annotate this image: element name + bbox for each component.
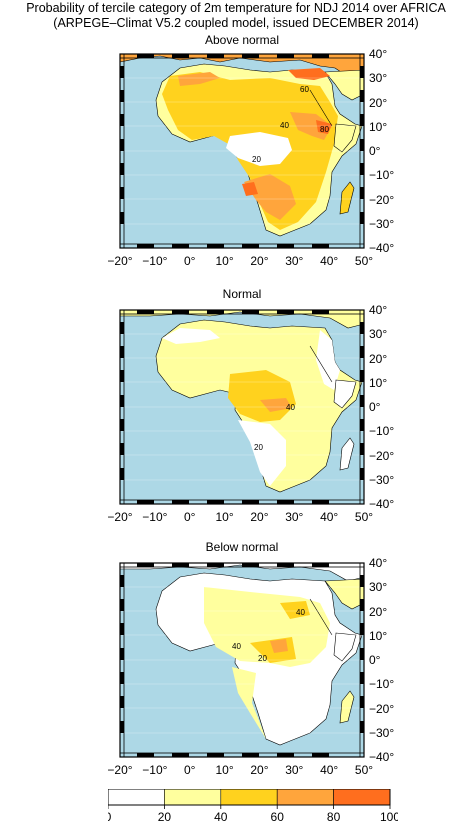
lat-tick-label: 40° — [369, 47, 388, 61]
lat-tick-label: 10° — [369, 375, 388, 390]
colorbar-tick-label: 40 — [214, 810, 228, 823]
colorbar-tick-label: 100 — [380, 810, 398, 823]
map-frame — [119, 562, 365, 758]
lat-tick-label: −30° — [369, 472, 395, 487]
lat-tick-label: 10° — [369, 628, 388, 643]
lat-tick-label: 0° — [369, 144, 381, 158]
madagascar — [339, 690, 355, 724]
lon-tick-label: 40° — [320, 254, 339, 268]
madagascar — [339, 437, 355, 471]
lon-tick-label: 20° — [250, 510, 269, 524]
lat-tick-label: 30° — [369, 580, 388, 595]
lon-tick-label: −20° — [107, 763, 133, 777]
lon-tick-label: −20° — [107, 254, 133, 268]
panel-title-normal: Normal — [222, 287, 262, 301]
lat-tick-label: 10° — [369, 119, 388, 134]
figure-title-line2: (ARPEGE–Climat V5.2 coupled model, issue… — [53, 16, 419, 30]
lon-tick-label: 0° — [183, 763, 196, 777]
colorbar-tick-label: 0 — [108, 810, 112, 823]
lon-tick-label: 40° — [320, 763, 339, 777]
colorbar-tick-label: 20 — [158, 810, 172, 823]
colorbar-swatch — [276, 789, 334, 806]
lat-tick-label: −10° — [369, 677, 395, 692]
lat-tick-label: 40° — [369, 303, 388, 317]
lon-tick-label: 0° — [183, 510, 196, 524]
lat-tick-label: −20° — [369, 192, 395, 207]
lat-tick-label: −30° — [369, 216, 395, 231]
map-below-normal: 40 40 20 — [119, 562, 365, 758]
lon-tick-label: 10° — [215, 763, 234, 777]
lon-tick-label: 40° — [320, 510, 339, 524]
lon-tick-label: −10° — [142, 763, 168, 777]
contour-label: 80 — [320, 125, 329, 134]
colorbar-swatch — [164, 789, 222, 806]
contour-label: 40 — [296, 608, 305, 617]
lat-tick-label: 30° — [369, 327, 388, 342]
lat-tick-label: −30° — [369, 725, 395, 740]
lat-tick-label: 20° — [369, 95, 388, 110]
lat-tick-label: −10° — [369, 424, 395, 439]
lat-tick-label: 0° — [369, 400, 381, 414]
lat-tick-label: −40° — [369, 241, 395, 255]
lat-tick-label: −20° — [369, 701, 395, 716]
contour-label: 40 — [286, 403, 295, 412]
colorbar-swatch — [333, 789, 391, 806]
contour-label: 40 — [280, 121, 289, 130]
contour-label: 20 — [258, 654, 267, 663]
lon-tick-label: 10° — [215, 254, 234, 268]
lon-tick-label: −10° — [142, 254, 168, 268]
lat-tick-label: 0° — [369, 653, 381, 667]
colorbar-tick-label: 80 — [327, 810, 341, 823]
panel-title-below: Below normal — [205, 540, 279, 554]
lat-tick-label: 20° — [369, 604, 388, 619]
lon-tick-label: 50° — [354, 510, 374, 524]
madagascar — [339, 181, 355, 215]
contour-label: 20 — [252, 155, 261, 164]
lon-tick-label: 30° — [285, 510, 304, 524]
lon-tick-label: 50° — [354, 254, 374, 268]
panel-title-above: Above normal — [204, 33, 280, 47]
lat-tick-label: 40° — [369, 556, 388, 570]
figure-title-line1: Probability of tercile category of 2m te… — [26, 1, 446, 15]
lon-tick-label: 50° — [354, 763, 374, 777]
lat-tick-label: −10° — [369, 168, 395, 183]
lon-tick-label: 10° — [215, 510, 234, 524]
map-frame — [119, 309, 365, 505]
colorbar-tick-label: 60 — [271, 810, 285, 823]
lon-tick-label: 30° — [285, 254, 304, 268]
contour-label: 60 — [300, 85, 309, 94]
lon-tick-label: 20° — [250, 763, 269, 777]
colorbar-swatch — [220, 789, 278, 806]
lon-tick-label: 20° — [250, 254, 269, 268]
lon-tick-label: −20° — [107, 510, 133, 524]
lon-tick-label: 30° — [285, 763, 304, 777]
contour-label: 40 — [232, 642, 241, 651]
colorbar-swatch — [108, 789, 165, 806]
map-above-normal: 60 40 80 20 — [119, 53, 365, 249]
colorbar: 0 20 40 60 80 100 — [108, 789, 398, 823]
lat-tick-label: 20° — [369, 351, 388, 366]
map-frame — [119, 53, 365, 249]
contour-label: 20 — [254, 443, 263, 452]
lat-tick-label: −40° — [369, 750, 395, 764]
lon-tick-label: 0° — [183, 254, 196, 268]
map-normal: 40 20 — [119, 309, 365, 505]
lon-tick-label: −10° — [142, 510, 168, 524]
lat-tick-label: 30° — [369, 71, 388, 86]
lat-tick-label: −40° — [369, 497, 395, 511]
lat-tick-label: −20° — [369, 448, 395, 463]
